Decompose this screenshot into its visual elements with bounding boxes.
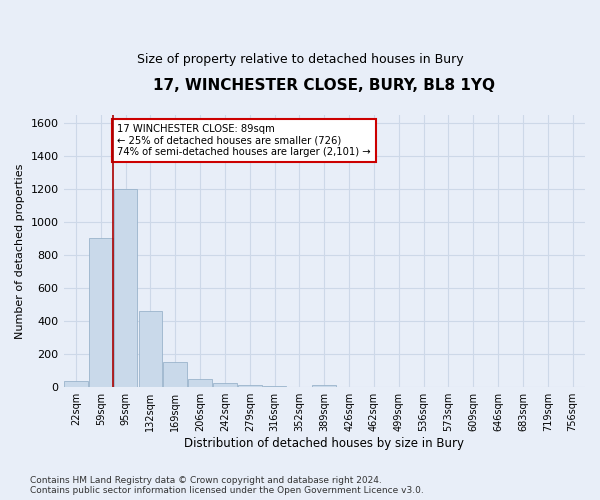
Bar bbox=[89, 238, 113, 387]
Bar bbox=[139, 311, 162, 387]
Bar bbox=[213, 383, 237, 387]
Bar bbox=[238, 384, 262, 387]
Text: Contains HM Land Registry data © Crown copyright and database right 2024.
Contai: Contains HM Land Registry data © Crown c… bbox=[30, 476, 424, 495]
X-axis label: Distribution of detached houses by size in Bury: Distribution of detached houses by size … bbox=[184, 437, 464, 450]
Y-axis label: Number of detached properties: Number of detached properties bbox=[15, 163, 25, 338]
Title: 17, WINCHESTER CLOSE, BURY, BL8 1YQ: 17, WINCHESTER CLOSE, BURY, BL8 1YQ bbox=[153, 78, 495, 92]
Bar bbox=[313, 384, 336, 387]
Bar bbox=[163, 362, 187, 387]
Text: 17 WINCHESTER CLOSE: 89sqm
← 25% of detached houses are smaller (726)
74% of sem: 17 WINCHESTER CLOSE: 89sqm ← 25% of deta… bbox=[117, 124, 371, 157]
Bar bbox=[263, 386, 286, 387]
Bar bbox=[64, 380, 88, 387]
Bar bbox=[114, 189, 137, 387]
Bar bbox=[188, 379, 212, 387]
Text: Size of property relative to detached houses in Bury: Size of property relative to detached ho… bbox=[137, 52, 463, 66]
